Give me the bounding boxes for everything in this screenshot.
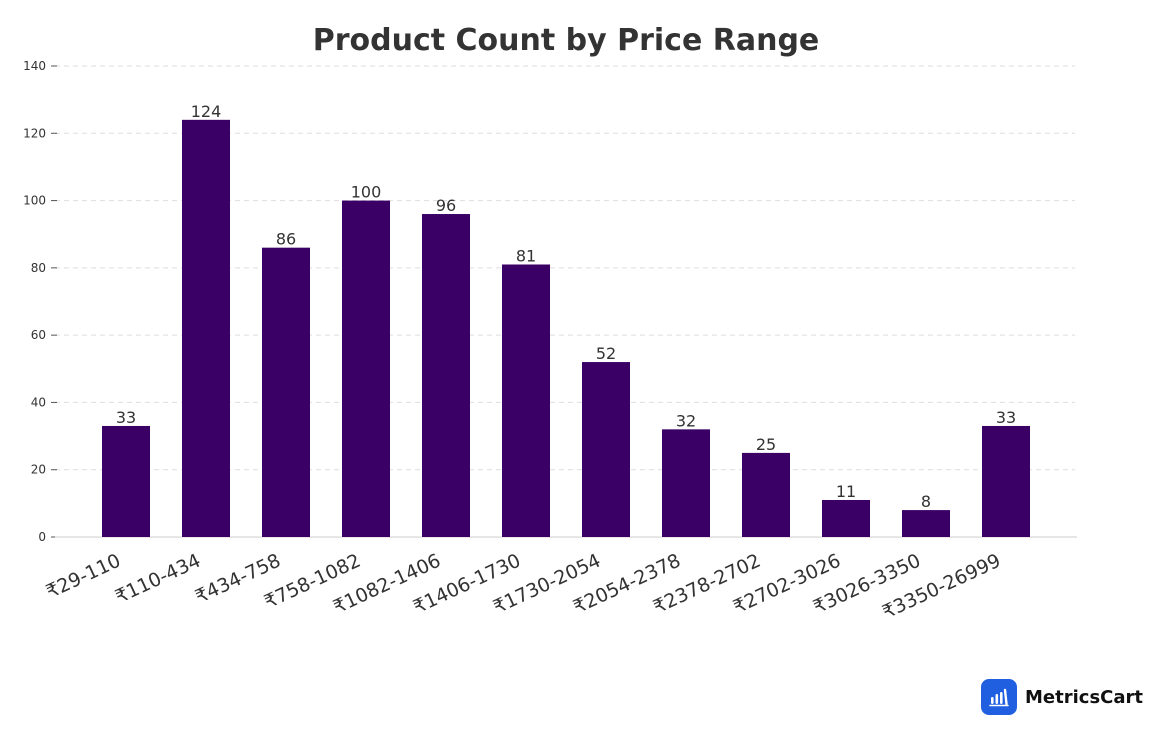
bar: [982, 425, 1030, 537]
brand-name: MetricsCart: [1025, 686, 1143, 708]
data-label: 32: [676, 411, 696, 430]
y-tick-label: 20: [31, 463, 46, 477]
data-label: 96: [436, 196, 456, 215]
bar: [502, 264, 550, 537]
bar: [422, 214, 470, 537]
grid-lines: [55, 65, 1075, 471]
x-tick-label: ₹110-434: [112, 550, 204, 609]
data-labels: 33 124 86 100 96 81 52 32 25 11 8 33: [116, 102, 1016, 511]
chart-bars-icon: [981, 679, 1017, 715]
y-tick-label: 40: [31, 395, 46, 409]
y-tick-label: 120: [23, 126, 46, 140]
bar: [902, 510, 950, 537]
y-tick-label: 60: [31, 328, 46, 342]
bar: [342, 200, 390, 538]
data-label: 52: [596, 344, 616, 363]
y-tick-label: 140: [23, 59, 46, 73]
data-label: 81: [516, 246, 536, 265]
bar: [262, 247, 310, 537]
brand-logo: MetricsCart: [981, 679, 1143, 715]
y-tick-label: 100: [23, 194, 46, 208]
bar: [662, 429, 710, 537]
data-label: 25: [756, 435, 776, 454]
data-label: 11: [836, 482, 856, 501]
data-label: 124: [191, 102, 222, 121]
data-label: 86: [276, 230, 296, 249]
bar: [582, 362, 630, 537]
y-tick-label: 80: [31, 261, 46, 275]
chart-title: Product Count by Price Range: [313, 23, 820, 58]
y-tick-label: 0: [38, 530, 46, 544]
x-axis: ₹29-110₹110-434₹434-758₹758-1082₹1082-14…: [43, 550, 1004, 624]
bar: [742, 452, 790, 537]
data-label: 8: [921, 492, 931, 511]
bar: [102, 425, 150, 537]
data-label: 33: [116, 408, 136, 427]
y-axis: 0 20 40 60 80 100 120 140: [23, 59, 57, 544]
bars: [102, 119, 1030, 538]
x-tick-label: ₹29-110: [43, 550, 124, 603]
data-label: 33: [996, 408, 1016, 427]
bar: [822, 499, 870, 537]
data-label: 100: [351, 183, 382, 202]
bar: [182, 119, 230, 537]
